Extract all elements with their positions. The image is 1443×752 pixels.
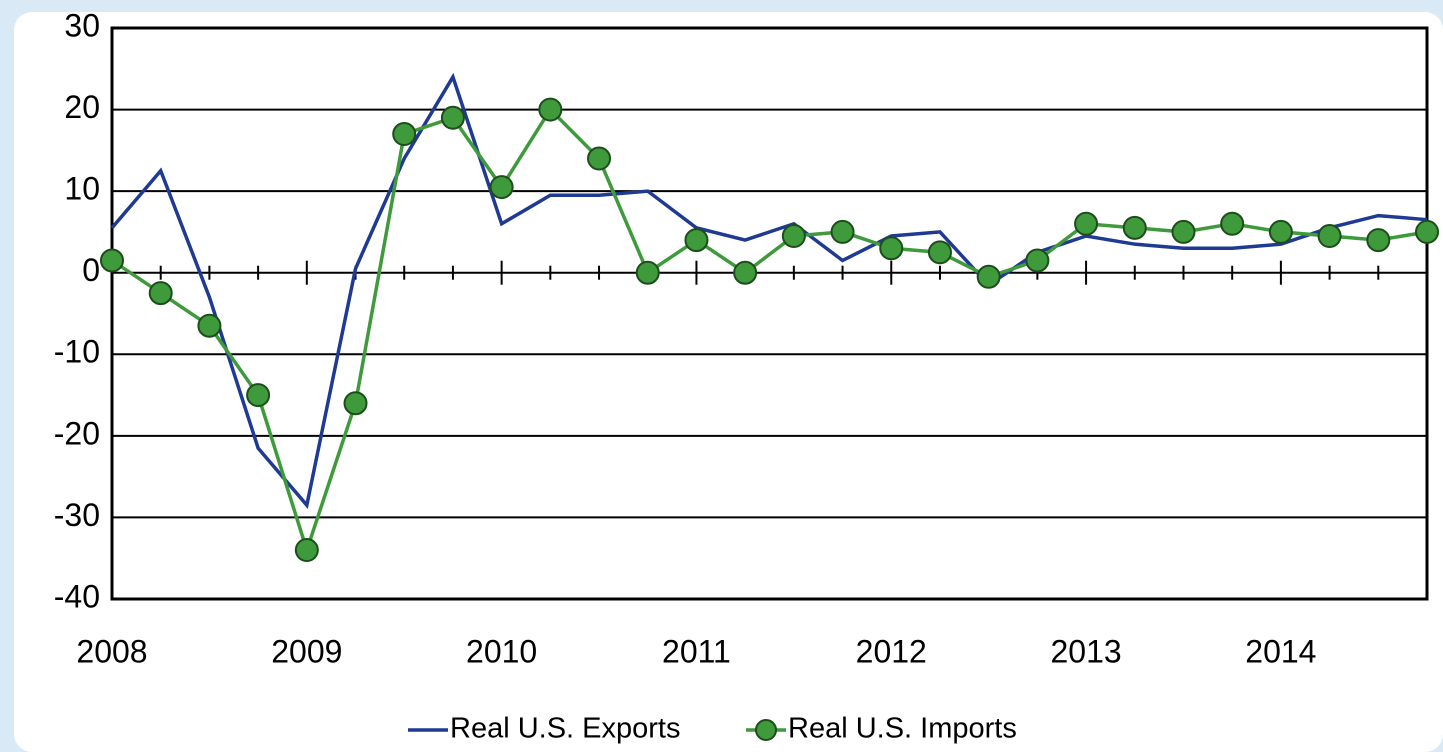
marker	[343, 391, 368, 416]
y-tick-label: -20	[54, 415, 100, 451]
legend-marker	[755, 719, 777, 741]
marker	[733, 260, 758, 285]
marker	[246, 383, 271, 408]
legend-label: Real U.S. Exports	[450, 713, 680, 745]
x-tick-label: 2012	[856, 633, 927, 669]
marker	[635, 260, 660, 285]
marker	[1220, 211, 1245, 236]
series-line	[111, 106, 1428, 556]
x-tick-label: 2010	[466, 633, 537, 669]
marker	[587, 146, 612, 171]
x-tick-label: 2008	[76, 633, 147, 669]
marker	[1025, 248, 1050, 273]
marker	[294, 538, 319, 563]
marker	[489, 175, 514, 200]
y-tick-label: -10	[54, 334, 100, 370]
marker	[1366, 228, 1391, 253]
marker	[1268, 219, 1293, 244]
marker	[781, 224, 806, 249]
marker	[197, 313, 222, 338]
marker	[100, 248, 124, 273]
y-tick-label: 30	[64, 7, 100, 43]
marker	[148, 281, 173, 306]
marker	[879, 236, 904, 261]
y-tick-label: 0	[82, 252, 100, 288]
marker	[684, 228, 709, 253]
marker	[538, 97, 563, 122]
marker	[976, 264, 1001, 289]
y-tick-label: -30	[54, 497, 100, 533]
series-line	[110, 72, 1428, 510]
marker	[830, 219, 855, 244]
marker	[1074, 211, 1099, 236]
marker	[1171, 219, 1196, 244]
marker	[440, 105, 465, 130]
marker	[927, 240, 952, 265]
x-tick-label: 2014	[1245, 633, 1316, 669]
marker	[1415, 219, 1439, 244]
legend-label: Real U.S. Imports	[788, 713, 1017, 745]
plot-frame	[110, 26, 1429, 601]
y-tick-label: 20	[64, 89, 100, 125]
marker	[1122, 215, 1147, 240]
marker	[392, 122, 417, 147]
marker	[1317, 224, 1342, 249]
y-tick-label: 10	[64, 171, 100, 207]
x-tick-label: 2011	[662, 633, 731, 669]
x-tick-label: 2013	[1050, 633, 1121, 669]
y-tick-label: -40	[54, 578, 100, 614]
x-tick-label: 2009	[271, 633, 342, 669]
background	[14, 12, 1443, 752]
